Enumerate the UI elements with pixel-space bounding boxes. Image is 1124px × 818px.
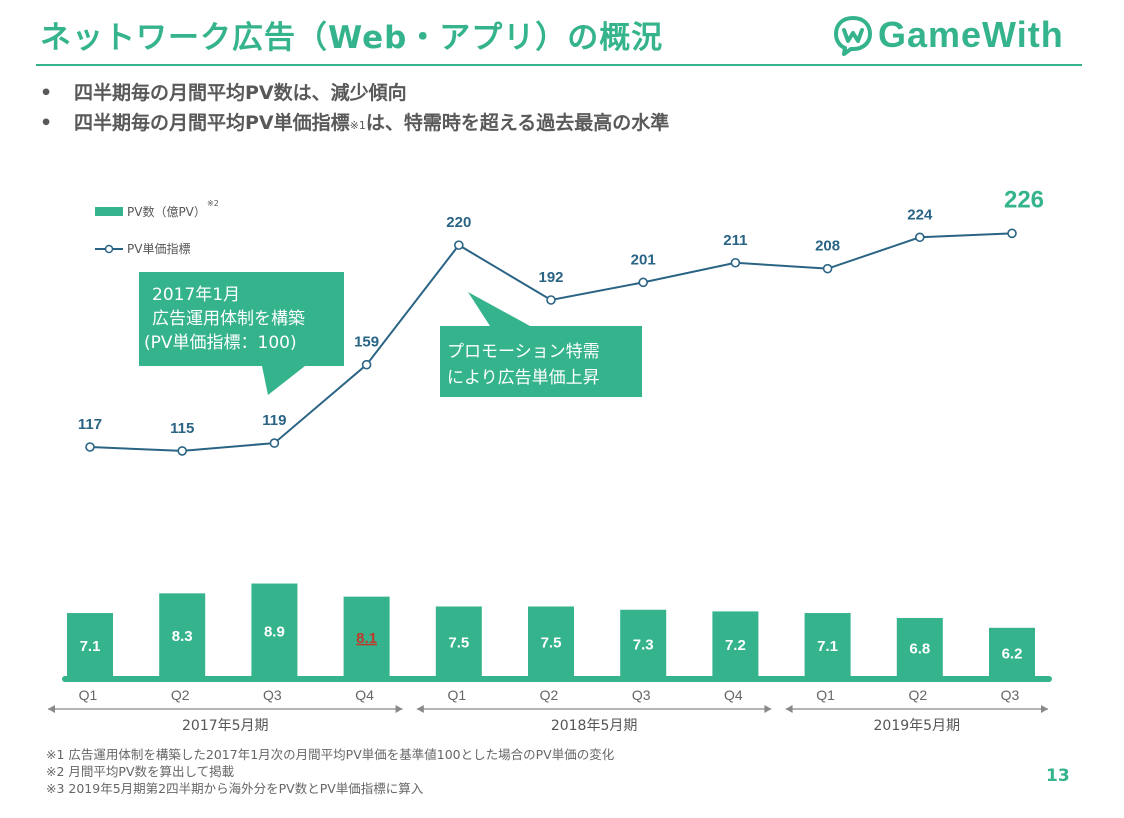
brand-logo: GameWith — [832, 14, 1064, 56]
bar-value-label: 7.1 — [80, 638, 101, 655]
pv-index-point — [546, 295, 556, 305]
legend-line-marker — [104, 244, 114, 254]
bullet-text: 四半期毎の月間平均PV数は、減少傾向 — [74, 82, 407, 104]
period-arrow-head — [764, 705, 772, 713]
pv-index-point — [361, 359, 372, 370]
period-arrow-head — [785, 705, 793, 713]
bar-value-label: 6.8 — [909, 640, 930, 657]
bar-value-label: 8.3 — [172, 628, 193, 645]
period-arrow-head — [395, 705, 403, 713]
bar-value-label: 7.2 — [725, 637, 746, 654]
pv-index-label: 226 — [1004, 186, 1044, 213]
footnote: ※1 広告運用体制を構築した2017年1月次の月間平均PV単価を基準値100とし… — [46, 747, 615, 762]
pv-index-label: 208 — [815, 238, 840, 255]
bar-value-label: 8.1 — [356, 630, 377, 647]
pv-index-label: 119 — [262, 412, 286, 429]
pv-index-label: 192 — [538, 269, 563, 286]
bullet-item: • 四半期毎の月間平均PV数は、減少傾向 — [40, 78, 669, 108]
bar — [528, 606, 574, 677]
bar — [159, 593, 206, 677]
bullet-list: • 四半期毎の月間平均PV数は、減少傾向 • 四半期毎の月間平均PV単価指標 ※1… — [40, 78, 669, 138]
pv-index-point — [177, 446, 187, 456]
callout-text: 広告運用体制を構築 — [152, 309, 305, 329]
x-tick-label: Q3 — [632, 687, 651, 703]
pv-index-label: 211 — [723, 232, 747, 249]
bar — [620, 609, 667, 677]
pv-index-point — [914, 232, 925, 243]
period-arrow-head — [1041, 705, 1048, 713]
x-tick-label: Q4 — [724, 687, 743, 703]
pv-index-point — [269, 438, 280, 448]
bar-value-label: 7.3 — [633, 636, 654, 653]
period-label: 2017年5月期 — [182, 718, 269, 734]
pv-index-label: 117 — [78, 416, 102, 433]
legend-footnote-ref: ※2 — [207, 199, 219, 208]
pv-index-point — [822, 263, 833, 274]
bullet-dot: • — [40, 82, 53, 104]
pv-index-label: 224 — [907, 206, 933, 223]
legend-bar-label: PV数（億PV） — [127, 204, 206, 219]
x-axis-baseline — [62, 676, 1052, 682]
bullet-text: 四半期毎の月間平均PV単価指標 — [74, 112, 350, 134]
brand-name: GameWith — [878, 14, 1064, 55]
footnotes: ※1 広告運用体制を構築した2017年1月次の月間平均PV単価を基準値100とし… — [46, 746, 614, 797]
bullet-dot: • — [40, 112, 53, 134]
speech-bubble-icon — [834, 16, 872, 56]
callout-text: プロモーション特需 — [447, 342, 600, 362]
bar-value-label: 7.1 — [817, 638, 838, 655]
callout-text: により広告単価上昇 — [447, 368, 600, 388]
bar-value-label: 7.5 — [541, 635, 562, 652]
title-divider — [36, 64, 1082, 66]
legend-line-label: PV単価指標 — [127, 241, 190, 256]
pv-index-point — [730, 257, 741, 268]
legend-bar-swatch — [95, 207, 123, 216]
pv-index-label: 159 — [354, 334, 379, 351]
bar — [804, 613, 851, 677]
x-tick-label: Q1 — [816, 687, 835, 703]
period-label: 2019年5月期 — [874, 718, 961, 734]
bar — [989, 627, 1035, 677]
pv-index-point — [85, 442, 95, 452]
bar-value-label: 6.2 — [1002, 645, 1023, 662]
bar — [251, 583, 298, 677]
pv-index-label: 115 — [170, 420, 194, 437]
x-tick-label: Q3 — [263, 687, 282, 703]
bar — [896, 617, 943, 677]
x-tick-label: Q1 — [79, 687, 98, 703]
pv-index-point — [1007, 228, 1017, 239]
x-tick-label: Q1 — [447, 687, 466, 703]
x-tick-label: Q2 — [908, 687, 927, 703]
pv-index-point — [638, 277, 649, 288]
period-arrow-head — [48, 705, 55, 713]
period-label: 2018年5月期 — [551, 718, 638, 734]
callout-text: (PV単価指標：100) — [144, 333, 297, 353]
slide-title: ネットワーク広告（Web・アプリ）の概況 — [40, 20, 664, 56]
footnote: ※2 月間平均PV数を算出して掲載 — [46, 764, 235, 779]
page-number: 13 — [1046, 766, 1070, 786]
bar — [67, 613, 113, 677]
bar-value-label: 7.5 — [448, 635, 469, 652]
bullet-item: • 四半期毎の月間平均PV単価指標 ※1 は、特需時を超える過去最高の水準 — [40, 108, 669, 138]
period-arrow-head — [416, 705, 424, 713]
pv-index-point — [453, 240, 464, 250]
x-tick-label: Q2 — [540, 687, 559, 703]
callout-text: 2017年1月 — [152, 285, 240, 305]
x-tick-label: Q4 — [355, 687, 374, 703]
footnote-ref: ※1 — [349, 119, 366, 132]
bar-value-label: 8.9 — [264, 623, 285, 640]
x-tick-label: Q3 — [1001, 687, 1020, 703]
pv-index-label: 201 — [631, 251, 656, 268]
pv-index-label: 220 — [446, 214, 471, 231]
bullet-text-tail: は、特需時を超える過去最高の水準 — [365, 112, 670, 134]
callout-box — [139, 272, 344, 395]
bar — [343, 596, 390, 677]
footnote: ※3 2019年5月期第2四半期から海外分をPV数とPV単価指標に算入 — [46, 781, 424, 796]
callout-box — [440, 292, 642, 397]
bar — [435, 606, 482, 677]
x-tick-label: Q2 — [171, 687, 190, 703]
bar — [712, 611, 759, 677]
